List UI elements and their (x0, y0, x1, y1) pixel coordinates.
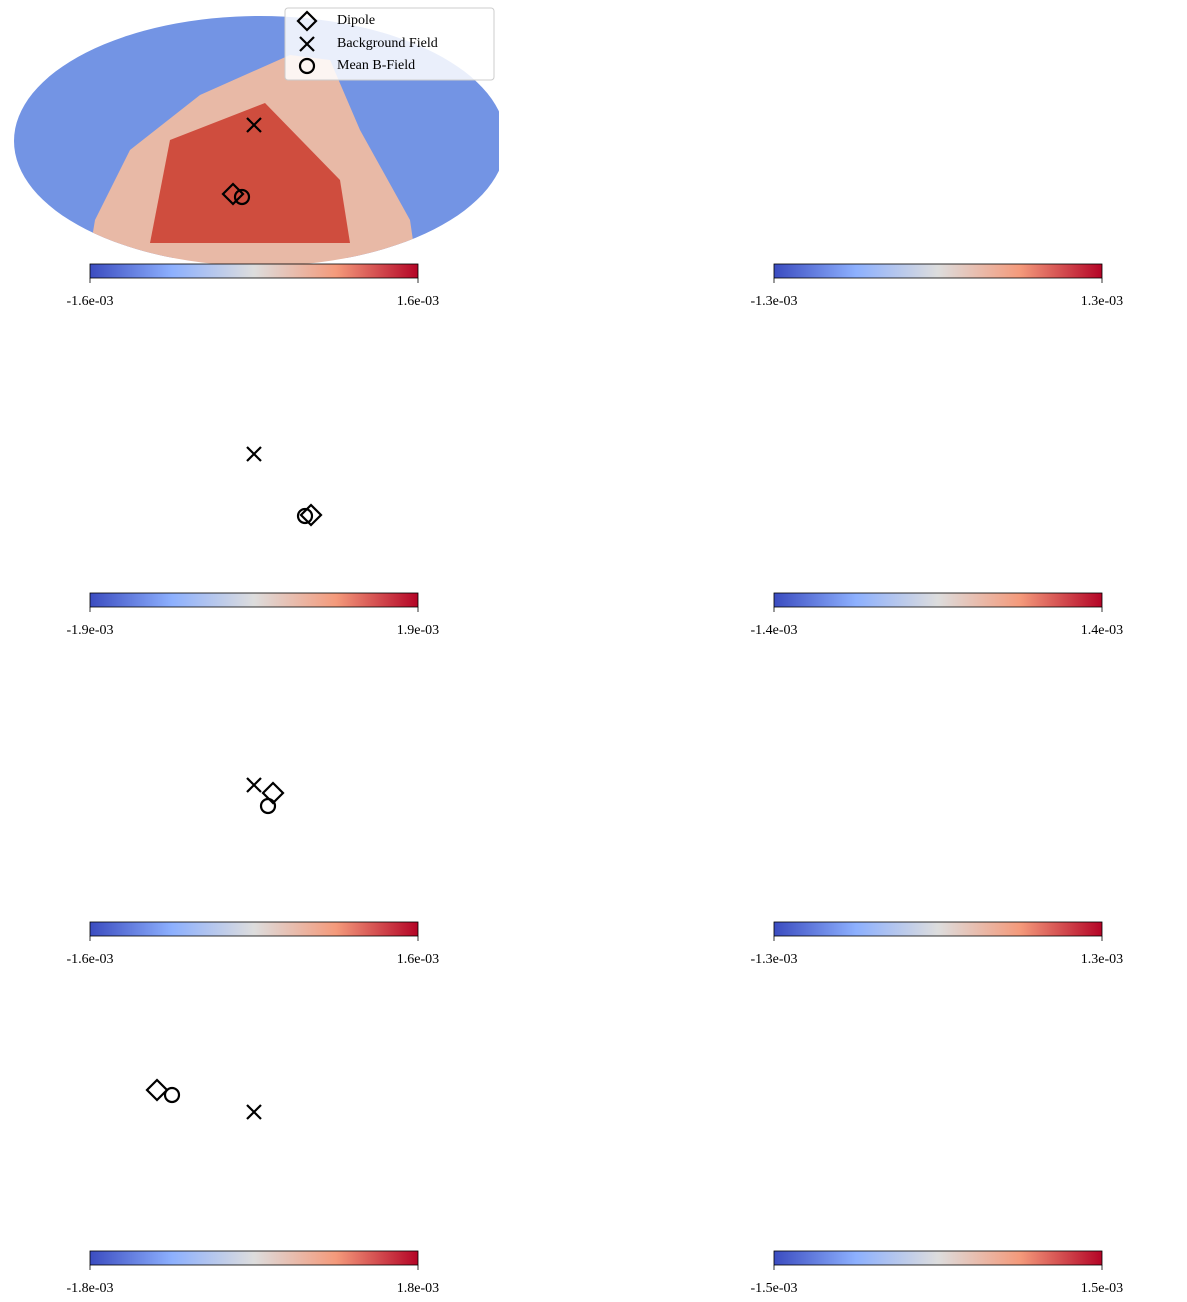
colorbar-tick-label: 1.3e-03 (1081, 294, 1123, 309)
sky-map (691, 337, 1183, 587)
colorbar (90, 922, 418, 936)
colorbar-tick-label: -1.3e-03 (750, 952, 797, 967)
map-band (691, 93, 1183, 218)
map-background (7, 995, 499, 1245)
panel-7-markers (147, 1080, 261, 1119)
map-region (761, 1050, 881, 1160)
colorbar (774, 264, 1102, 278)
map-region (841, 113, 1031, 263)
map-region (222, 450, 372, 574)
map-background (7, 666, 499, 916)
colorbar-tick-label: -1.9e-03 (66, 623, 113, 638)
sky-map (7, 337, 499, 597)
colorbar-tick-label: -1.5e-03 (750, 1281, 797, 1296)
map-region (901, 737, 951, 765)
map-region (787, 681, 1087, 901)
map-region (117, 676, 397, 926)
map-region (719, 995, 981, 1233)
colorbar (90, 264, 418, 278)
colorbar (90, 1251, 418, 1265)
sky-map (7, 666, 499, 926)
colorbar-tick-label: 1.3e-03 (1081, 952, 1123, 967)
colorbar-tick-label: -1.3e-03 (750, 294, 797, 309)
colorbar-tick-label: 1.8e-03 (397, 1281, 439, 1296)
map-region (832, 711, 1042, 871)
map-region (991, 1063, 1111, 1187)
map-background (691, 337, 1183, 587)
map-background (691, 666, 1183, 916)
colorbar-tick-label: 1.6e-03 (397, 294, 439, 309)
background-field-marker (247, 447, 261, 461)
sky-map (691, 8, 1183, 263)
figure: -1.6e-03 1.6e-03 -1.3e-03 1.3e-03 -1.9e-03 1.… (0, 0, 1187, 1302)
map-region (152, 721, 362, 911)
colorbar-tick-label: -1.8e-03 (66, 1281, 113, 1296)
legend-label: Background Field (337, 36, 438, 51)
colorbar (774, 1251, 1102, 1265)
colorbar-tick-label: -1.6e-03 (66, 294, 113, 309)
sky-map (691, 995, 1183, 1245)
map-region (891, 444, 1091, 580)
map-region (172, 399, 405, 597)
legend-label: Mean B-Field (337, 58, 415, 73)
mean-field-marker (165, 1088, 179, 1102)
panel-5-markers (247, 778, 283, 813)
colorbar-tick-label: -1.6e-03 (66, 952, 113, 967)
background-field-marker (247, 778, 261, 792)
map-band (701, 393, 1181, 539)
colorbar-tick-label: 1.9e-03 (397, 623, 439, 638)
legend-label: Dipole (337, 13, 375, 28)
colorbar-tick-label: 1.4e-03 (1081, 623, 1123, 638)
panel-3-markers (247, 447, 321, 525)
dipole-marker (147, 1080, 167, 1100)
colorbar (774, 593, 1102, 607)
background-field-marker (247, 1105, 261, 1119)
colorbar (774, 922, 1102, 936)
map-background (691, 8, 1183, 258)
colorbar-tick-label: 1.5e-03 (1081, 1281, 1123, 1296)
colorbar-tick-label: 1.6e-03 (397, 952, 439, 967)
map-background (691, 995, 1183, 1245)
colorbar-tick-label: -1.4e-03 (750, 623, 797, 638)
mean-field-marker (261, 799, 275, 813)
map-background (7, 337, 499, 587)
sky-map (691, 666, 1183, 916)
legend: Dipole Background Field Mean B-Field (285, 8, 494, 80)
sky-map (7, 995, 499, 1245)
colorbar (90, 593, 418, 607)
